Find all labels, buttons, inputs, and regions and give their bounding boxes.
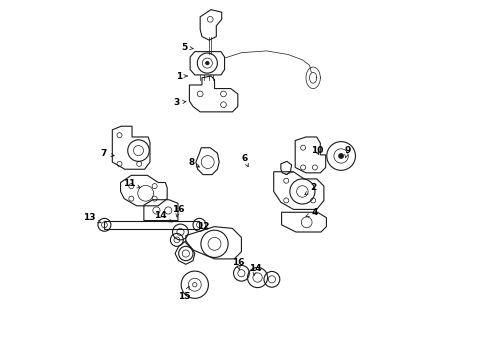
Text: 16: 16 (172, 205, 184, 217)
Text: 13: 13 (83, 213, 101, 223)
Text: 7: 7 (100, 149, 114, 158)
Text: 11: 11 (123, 179, 140, 188)
Text: 16: 16 (232, 258, 244, 270)
Text: 2: 2 (305, 183, 317, 194)
Text: 15: 15 (178, 287, 190, 301)
Text: 5: 5 (181, 43, 193, 52)
Text: 10: 10 (311, 146, 323, 155)
Text: 6: 6 (241, 154, 248, 167)
Text: 1: 1 (175, 72, 187, 81)
Text: 12: 12 (197, 222, 210, 231)
Text: 3: 3 (173, 98, 186, 107)
Circle shape (339, 153, 343, 158)
Text: 14: 14 (154, 211, 172, 222)
Text: 9: 9 (344, 146, 350, 158)
Text: 8: 8 (189, 158, 199, 167)
Circle shape (205, 61, 209, 65)
Text: 14: 14 (249, 264, 261, 276)
Text: 4: 4 (306, 208, 318, 217)
